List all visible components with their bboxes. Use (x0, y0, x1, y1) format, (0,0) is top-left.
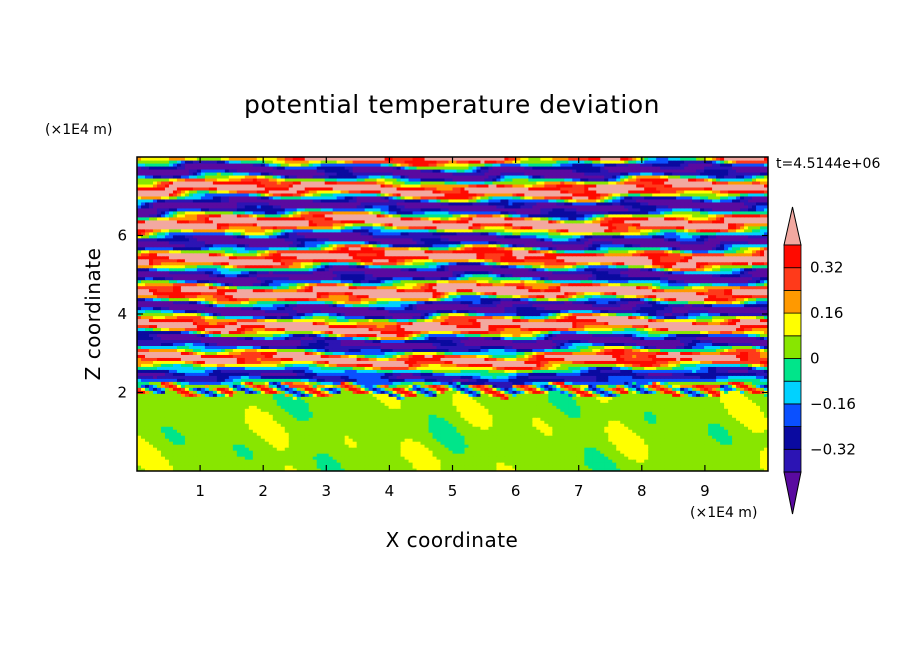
y-axis-unit: (×1E4 m) (45, 122, 112, 138)
chart-title: potential temperature deviation (244, 90, 660, 119)
time-label: t=4.5144e+06 (776, 156, 880, 172)
contour-field (137, 157, 769, 472)
